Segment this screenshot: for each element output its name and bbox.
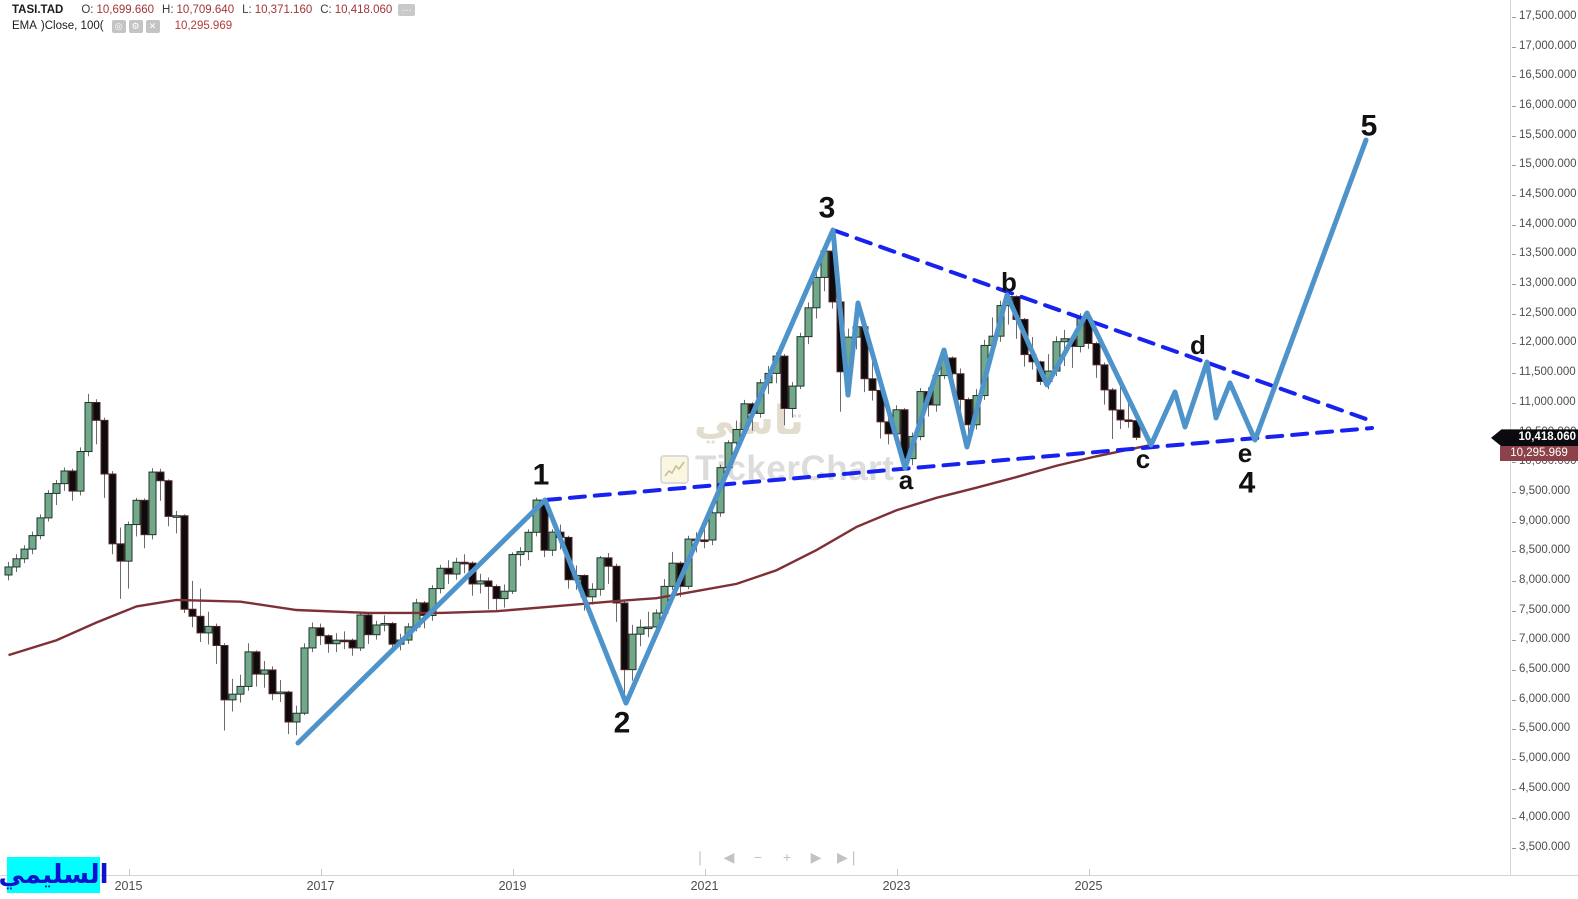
candle-wicks [8, 228, 1137, 736]
year-tick [896, 869, 898, 876]
step-right-button[interactable]: ▶ [810, 849, 822, 865]
analyst-badge: السليمي [0, 857, 109, 893]
ohlc-values: O: 10,699.660 H: 10,709.640 L: 10,371.160 C: 10… [73, 4, 392, 16]
wave-label-c: c [1136, 444, 1150, 474]
wave-label-d: d [1190, 330, 1206, 360]
price-axis-label: 17,000.000 [1512, 39, 1577, 52]
triangle-resistance-dashed-line[interactable] [831, 227, 1368, 421]
wave-label-b: b [1001, 267, 1017, 297]
price-axis-label: 9,500.000 [1511, 484, 1571, 497]
year-label: 2025 [1074, 879, 1103, 893]
year-label: 2017 [306, 879, 335, 893]
wave-label-2: 2 [614, 707, 631, 740]
indicator-params: )Close, 100( [40, 20, 104, 32]
indicator-value: 10,295.969 [174, 20, 233, 32]
year-label: 2019 [498, 879, 527, 893]
year-tick [704, 869, 706, 876]
year-tick [320, 869, 322, 876]
price-axis-label: 3,500.000 [1511, 841, 1571, 854]
year-label: 2021 [690, 879, 719, 893]
last-price-badge: 10,418.060 [1491, 429, 1578, 447]
price-axis-label: 8,000.000 [1511, 573, 1571, 586]
wave-label-5: 5 [1361, 110, 1378, 143]
chart-nav-controls: ❘ ◀ − + ▶ ▶❘ [692, 848, 860, 866]
mini-chart-icon [660, 454, 689, 484]
price-axis-label: 5,500.000 [1511, 722, 1571, 735]
price-axis-label: 12,500.000 [1512, 306, 1577, 319]
wave-label-e: e [1238, 438, 1252, 468]
price-axis-label: 4,000.000 [1511, 811, 1571, 824]
price-axis-label: 6,500.000 [1511, 662, 1571, 675]
price-axis-label: 7,500.000 [1511, 603, 1571, 616]
time-axis[interactable]: 2015 2017 2019 2021 2023 2025 [0, 869, 1578, 899]
skip-end-button[interactable]: ▶❘ [837, 849, 860, 865]
price-axis-label: 4,500.000 [1511, 781, 1571, 794]
price-axis-label: 11,500.000 [1512, 366, 1576, 379]
price-axis-label: 6,000.000 [1511, 692, 1571, 705]
elliott-wave-line[interactable] [295, 137, 1369, 746]
symbol-row: TASI.TAD O: 10,699.660 H: 10,709.640 L: 10,37… [12, 2, 416, 18]
wave-label-4: 4 [1239, 467, 1256, 500]
triangle-support-dashed-line[interactable] [543, 426, 1374, 503]
price-axis-label: 7,000.000 [1511, 633, 1571, 646]
year-tick [1088, 869, 1090, 876]
price-axis-label: 5,000.000 [1511, 752, 1571, 764]
price-axis-label: 16,500.000 [1512, 69, 1577, 82]
scope-icon[interactable]: ◎ [111, 19, 126, 33]
price-axis-label: 13,000.000 [1512, 277, 1577, 290]
year-tick [128, 869, 130, 876]
gear-icon[interactable]: ⚙ [128, 19, 143, 33]
step-left-button[interactable]: ◀ [723, 849, 735, 865]
wave-label-3: 3 [819, 192, 836, 225]
symbol-name: TASI.TAD [12, 4, 64, 16]
analyst-badge-text: السليمي [0, 860, 109, 890]
price-axis-label: 17,500.000 [1512, 10, 1577, 22]
year-tick [512, 869, 514, 876]
price-axis-label: 15,000.000 [1512, 158, 1577, 171]
skip-start-button[interactable]: ❘ [694, 849, 706, 865]
ohlc-field-label: L: [242, 4, 252, 16]
price-axis-label: 14,000.000 [1512, 217, 1577, 230]
indicator-buttons: ◎ ⚙ ✕ [111, 19, 163, 33]
ohlc-field-label: H: [162, 4, 174, 16]
ohlc-field-label: C: [320, 4, 332, 16]
ohlc-field-value: 10,699.660 [96, 4, 155, 16]
price-axis-label: 13,500.000 [1512, 247, 1577, 260]
legend: TASI.TAD O: 10,699.660 H: 10,709.640 L: 10,37… [12, 2, 416, 34]
wave-label-1: 1 [533, 459, 550, 492]
ohlc-field-value: 10,418.060 [334, 4, 393, 16]
candle-bodies [4, 250, 1141, 723]
year-label: 2015 [114, 879, 143, 893]
ohlc-field-value: 10,709.640 [176, 4, 235, 16]
indicator-name: EMA [12, 20, 37, 32]
price-axis-label: 14,500.000 [1512, 188, 1577, 201]
year-label: 2023 [882, 879, 911, 893]
zoom-in-button[interactable]: + [782, 849, 792, 865]
price-axis-label: 11,000.000 [1512, 395, 1576, 408]
ohlc-field-label: O: [81, 4, 94, 16]
ema-line [8, 443, 1153, 657]
price-axis-label: 12,000.000 [1512, 336, 1577, 349]
price-axis-label: 8,500.000 [1511, 544, 1571, 557]
zoom-out-button[interactable]: − [753, 849, 763, 865]
close-icon[interactable]: ✕ [145, 19, 160, 33]
ema-price-badge: 10,295.969 [1500, 446, 1578, 462]
price-axis-label: 15,500.000 [1512, 128, 1577, 141]
ohlc-field-value: 10,371.160 [254, 4, 313, 16]
price-axis-label: 9,000.000 [1511, 514, 1571, 527]
more-button[interactable]: … [398, 4, 416, 16]
wave-label-a: a [899, 465, 914, 495]
price-axis-label: 16,000.000 [1512, 99, 1577, 112]
indicator-row: EMA )Close, 100( ◎ ⚙ ✕ 10,295.969 [12, 18, 415, 34]
